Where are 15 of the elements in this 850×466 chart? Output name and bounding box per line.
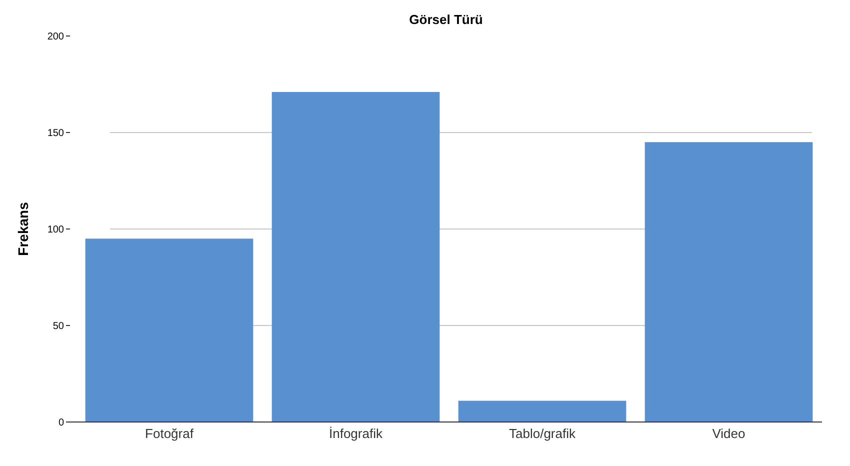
bar xyxy=(644,142,813,422)
x-tick-label: Fotoğraf xyxy=(145,426,194,441)
y-tick-label: 50 xyxy=(52,321,64,332)
x-tick-label: Video xyxy=(712,426,746,441)
chart-title: Görsel Türü xyxy=(409,12,483,27)
y-tick-label: 0 xyxy=(58,418,64,428)
x-tick-label: Tablo/grafik xyxy=(509,426,576,441)
bar xyxy=(272,92,440,422)
bar xyxy=(85,238,254,422)
y-tick-label: 100 xyxy=(47,224,64,236)
y-tick-label: 150 xyxy=(47,128,64,139)
y-tick-label: 200 xyxy=(47,32,64,42)
x-tick-label: İnfografik xyxy=(329,426,383,441)
y-axis-title: Frekans xyxy=(15,202,31,256)
bar xyxy=(458,400,626,422)
